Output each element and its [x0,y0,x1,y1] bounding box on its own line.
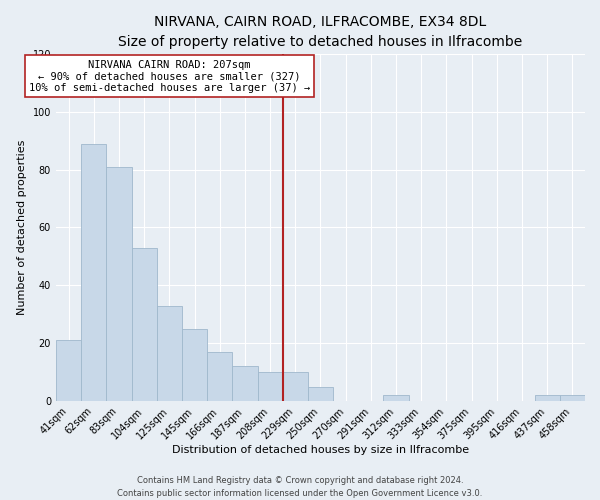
X-axis label: Distribution of detached houses by size in Ilfracombe: Distribution of detached houses by size … [172,445,469,455]
Bar [182,328,207,401]
Text: NIRVANA CAIRN ROAD: 207sqm
← 90% of detached houses are smaller (327)
10% of sem: NIRVANA CAIRN ROAD: 207sqm ← 90% of deta… [29,60,310,93]
Bar [232,366,257,401]
Bar [131,248,157,401]
Title: NIRVANA, CAIRN ROAD, ILFRACOMBE, EX34 8DL
Size of property relative to detached : NIRVANA, CAIRN ROAD, ILFRACOMBE, EX34 8D… [118,15,523,48]
Bar [56,340,81,401]
Bar [257,372,283,401]
Bar [106,166,131,401]
Bar [207,352,232,401]
Bar [157,306,182,401]
Text: Contains HM Land Registry data © Crown copyright and database right 2024.
Contai: Contains HM Land Registry data © Crown c… [118,476,482,498]
Bar [283,372,308,401]
Bar [308,386,333,401]
Y-axis label: Number of detached properties: Number of detached properties [17,140,27,315]
Bar [560,396,585,401]
Bar [383,396,409,401]
Bar [81,144,106,401]
Bar [535,396,560,401]
